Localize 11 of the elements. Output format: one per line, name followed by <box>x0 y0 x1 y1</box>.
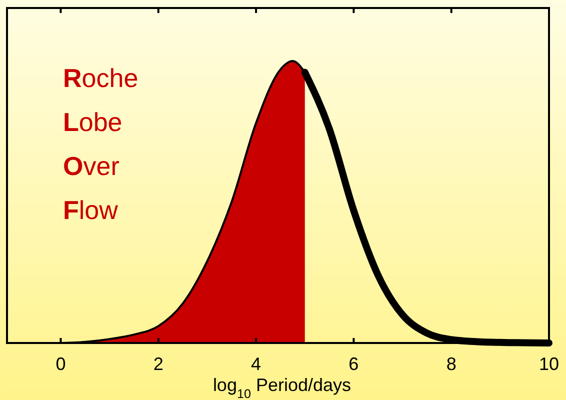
annotation: Flow <box>63 195 118 225</box>
annotation: Lobe <box>63 107 122 137</box>
x-axis-title: log$_{10}$ Period/days <box>212 375 352 400</box>
annotation: Over <box>63 151 120 181</box>
x-tick-label: 8 <box>446 354 456 374</box>
x-tick-label: 4 <box>251 354 262 374</box>
annotation: Roche <box>63 63 138 93</box>
x-tick-label: 2 <box>153 354 164 374</box>
x-tick-label: 0 <box>56 354 66 374</box>
x-tick-label: 10 <box>538 354 560 374</box>
x-tick-label: 6 <box>348 354 359 374</box>
